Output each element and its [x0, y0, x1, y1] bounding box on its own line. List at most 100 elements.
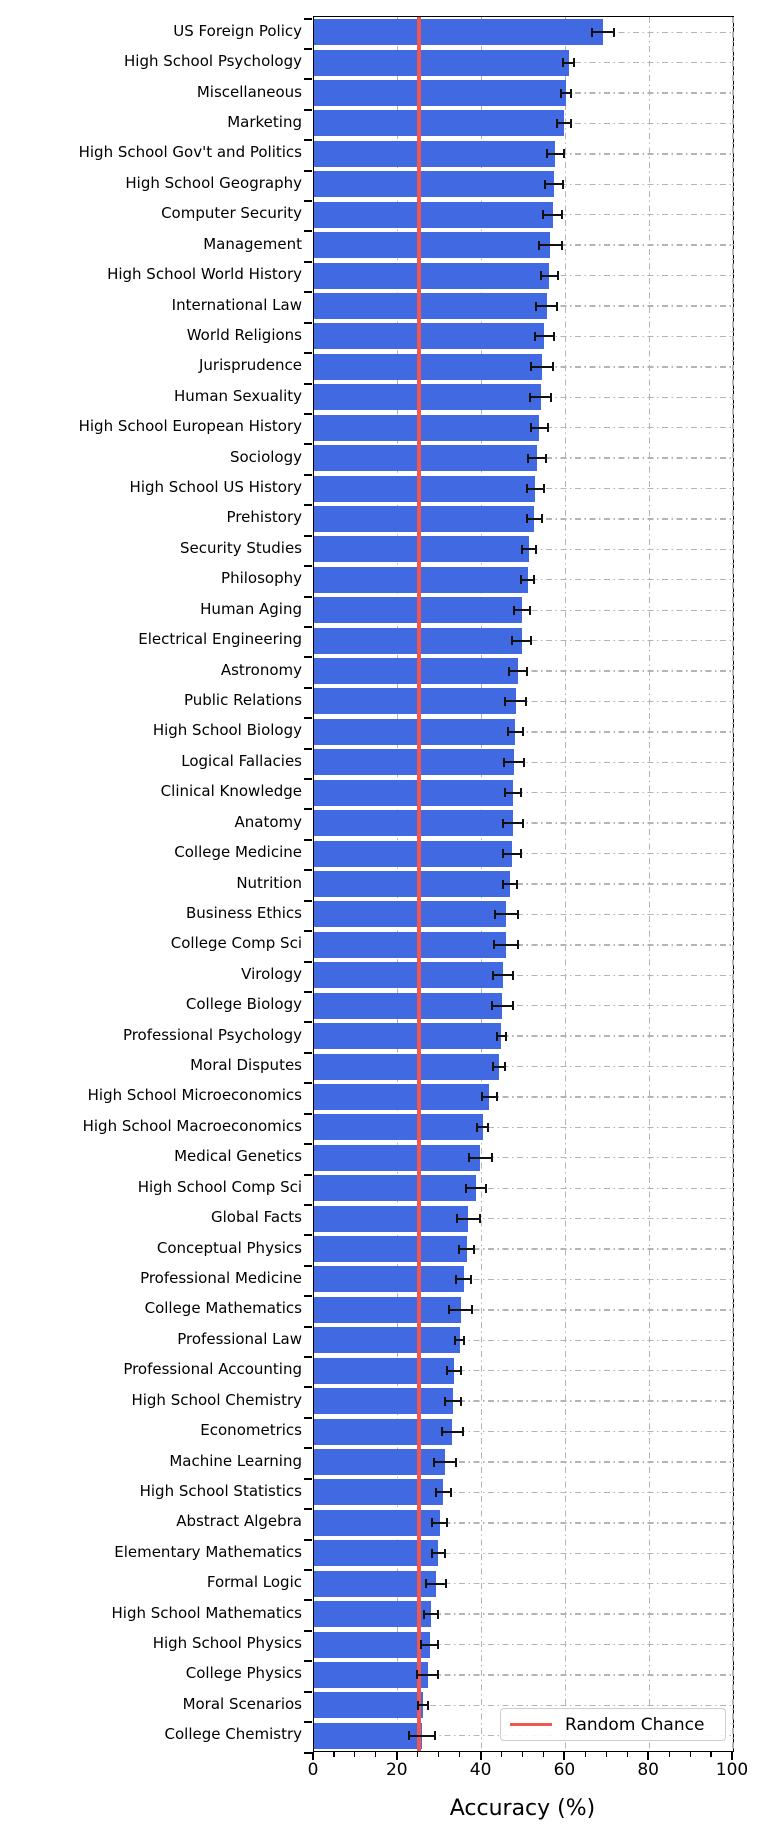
- bar-machine-learning: [314, 1449, 446, 1475]
- horizontal-gridline: [314, 1187, 733, 1189]
- error-bar: [409, 1734, 436, 1737]
- x-tick-label-40: 40: [469, 1760, 492, 1780]
- horizontal-gridline: [314, 1582, 733, 1585]
- y-axis-tick: [304, 1051, 312, 1054]
- error-bar: [508, 670, 528, 673]
- x-axis-minor-tick: [354, 1752, 356, 1757]
- error-bar-cap: [455, 1274, 458, 1284]
- error-bar-cap: [422, 1609, 425, 1619]
- bar-college-medicine: [314, 840, 513, 867]
- error-bar-cap: [460, 1396, 463, 1406]
- error-bar-cap: [445, 1366, 448, 1376]
- error-bar-cap: [513, 605, 516, 615]
- error-bar-cap: [463, 1335, 466, 1345]
- category-label: Formal Logic: [206, 1573, 302, 1592]
- y-axis-tick: [304, 1690, 312, 1693]
- category-label: Management: [203, 234, 302, 253]
- error-bar: [502, 822, 523, 825]
- bar-econometrics: [314, 1418, 453, 1445]
- error-bar: [545, 183, 563, 186]
- y-axis-tick: [304, 930, 312, 933]
- error-bar-cap: [511, 970, 514, 980]
- error-bar-cap: [417, 1700, 420, 1710]
- horizontal-gridline: [314, 883, 733, 885]
- y-axis-tick: [304, 1082, 312, 1085]
- error-bar-cap: [570, 88, 573, 98]
- error-bar-cap: [501, 818, 504, 828]
- bar-high-school-statistics: [314, 1479, 444, 1506]
- category-label: High School Biology: [152, 721, 302, 740]
- bar-college-chemistry: [314, 1722, 423, 1749]
- category-label: Business Ethics: [185, 903, 302, 922]
- error-bar: [435, 1491, 452, 1494]
- error-bar: [504, 700, 527, 703]
- error-bar: [526, 487, 544, 490]
- horizontal-gridline: [314, 1674, 733, 1676]
- horizontal-gridline: [314, 1400, 733, 1402]
- error-bar: [496, 1035, 506, 1038]
- horizontal-gridline: [314, 913, 733, 916]
- bar-moral-disputes: [314, 1053, 500, 1080]
- error-bar-cap: [530, 362, 533, 372]
- bar-security-studies: [314, 536, 530, 563]
- error-bar-cap: [525, 696, 528, 706]
- error-bar-cap: [440, 1427, 443, 1437]
- error-bar: [444, 1400, 462, 1403]
- y-axis-tick: [304, 78, 312, 81]
- category-label: Professional Accounting: [123, 1360, 302, 1379]
- error-bar: [432, 1521, 448, 1524]
- error-bar-cap: [511, 1001, 514, 1011]
- category-label: High School Physics: [152, 1634, 302, 1653]
- bar-high-school-world-history: [314, 262, 550, 289]
- error-bar-cap: [562, 58, 565, 68]
- bar-professional-law: [314, 1327, 460, 1354]
- category-label: High School Psychology: [124, 52, 302, 71]
- error-bar-cap: [468, 1153, 471, 1163]
- bar-management: [314, 232, 551, 259]
- y-axis-tick: [304, 1660, 312, 1663]
- y-axis-tick: [304, 1295, 312, 1298]
- error-bar-cap: [460, 1366, 463, 1376]
- error-bar-cap: [476, 1122, 479, 1132]
- category-label: College Mathematics: [144, 1299, 302, 1318]
- error-bar: [423, 1613, 438, 1616]
- error-bar-cap: [492, 970, 495, 980]
- category-label: Professional Medicine: [140, 1268, 302, 1287]
- error-bar-cap: [573, 58, 576, 68]
- x-axis-minor-tick: [542, 1752, 545, 1757]
- error-bar: [561, 92, 572, 95]
- error-bar-cap: [501, 849, 504, 859]
- category-label: Professional Law: [177, 1329, 302, 1348]
- y-axis-tick: [304, 1508, 312, 1511]
- category-label: Abstract Algebra: [176, 1512, 302, 1531]
- category-label: Conceptual Physics: [156, 1238, 302, 1257]
- error-bar-cap: [561, 240, 564, 250]
- category-label: US Foreign Policy: [173, 21, 302, 40]
- x-axis-minor-tick: [417, 1752, 419, 1757]
- error-bar: [530, 396, 552, 399]
- error-bar-cap: [535, 544, 538, 554]
- error-bar-cap: [516, 879, 519, 889]
- x-tick-label-100: 100: [715, 1760, 749, 1780]
- bar-world-religions: [314, 323, 545, 350]
- horizontal-gridline: [314, 1309, 733, 1311]
- y-axis-tick: [304, 990, 312, 993]
- horizontal-gridline: [314, 1248, 733, 1250]
- error-bar-cap: [448, 1305, 451, 1315]
- error-bar-cap: [555, 301, 558, 311]
- y-axis-tick: [304, 291, 312, 294]
- y-axis-tick: [304, 1356, 312, 1359]
- error-bar-cap: [560, 88, 563, 98]
- horizontal-gridline: [314, 1339, 733, 1341]
- category-label: High School Comp Sci: [137, 1177, 302, 1196]
- error-bar-cap: [507, 666, 510, 676]
- bar-sociology: [314, 445, 537, 472]
- error-bar-cap: [434, 1731, 437, 1741]
- error-bar-cap: [455, 1457, 458, 1467]
- y-axis-tick: [304, 1721, 312, 1724]
- error-bar-cap: [470, 1305, 473, 1315]
- error-bar: [494, 913, 519, 916]
- error-bar: [538, 244, 563, 247]
- horizontal-gridline: [314, 1065, 733, 1068]
- bar-nutrition: [314, 871, 511, 897]
